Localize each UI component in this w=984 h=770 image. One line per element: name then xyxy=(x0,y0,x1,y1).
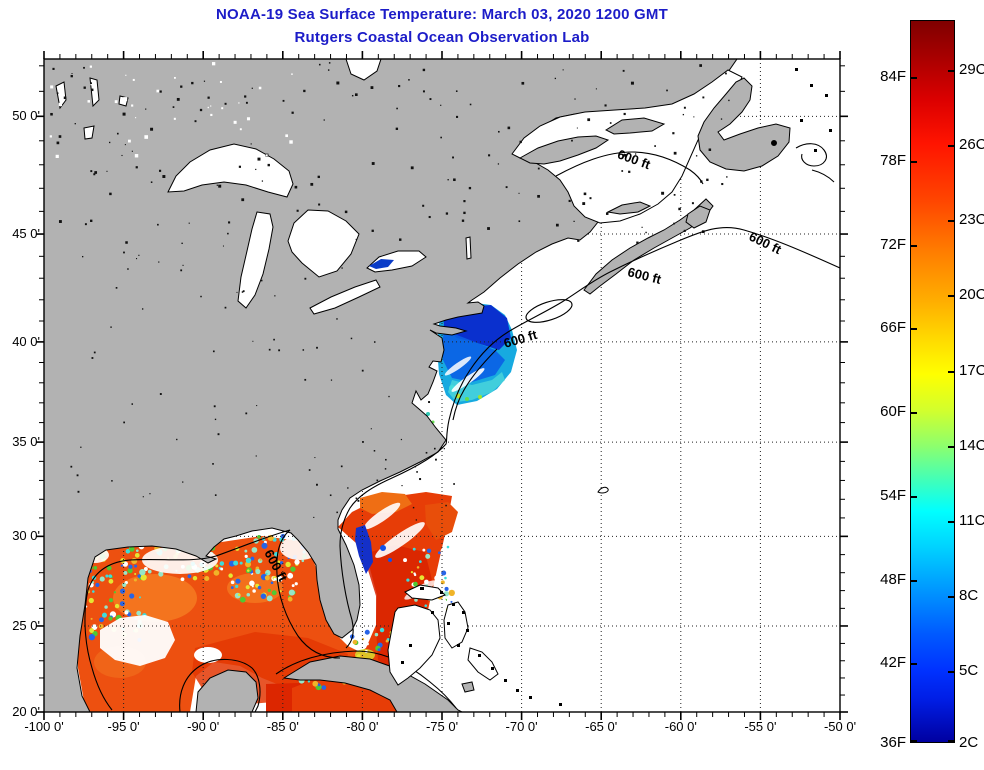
x-tick-label: -70 0' xyxy=(505,719,538,734)
colorbar-tick xyxy=(911,160,917,163)
lake-champlain xyxy=(465,236,472,260)
bermuda xyxy=(597,486,609,494)
colorbar-fahrenheit-label: 78F xyxy=(880,151,906,169)
yucatan xyxy=(195,669,259,712)
colorbar-fahrenheit-label: 72F xyxy=(880,235,906,253)
x-tick-label: -65 0' xyxy=(585,719,618,734)
y-tick-label: 20 0' xyxy=(12,704,40,719)
colorbar-tick xyxy=(911,495,917,498)
colorbar-tick xyxy=(911,411,917,414)
x-tick-label: -55 0' xyxy=(744,719,777,734)
colorbar-tick xyxy=(948,69,954,72)
y-tick-label: 45 0' xyxy=(12,226,40,242)
nova-scotia xyxy=(583,198,714,295)
x-tick-label: -80 0' xyxy=(346,719,379,734)
x-tick-label: -75 0' xyxy=(425,719,459,734)
island-specks xyxy=(401,68,832,706)
colorbar-tick xyxy=(948,145,954,148)
isobath-contours xyxy=(84,143,840,712)
colorbar-celsius-label: 29C xyxy=(959,60,984,78)
james-bay xyxy=(345,59,382,81)
colorbar-tick xyxy=(948,370,954,373)
colorbar-tick xyxy=(948,596,954,599)
page-subtitle: Rutgers Coastal Ocean Observation Lab xyxy=(294,29,590,46)
colorbar-celsius-label: 14C xyxy=(959,436,984,454)
anticosti-island xyxy=(604,117,666,135)
x-tick-label: -100 0' xyxy=(24,719,64,734)
colorbar-tick xyxy=(911,327,917,330)
lake-erie xyxy=(309,279,381,315)
colorbar-celsius-label: 5C xyxy=(959,662,979,680)
lakes xyxy=(55,59,472,315)
y-tick-label: 25 0' xyxy=(12,617,40,633)
colorbar-celsius-label: 2C xyxy=(959,734,979,751)
colorbar-celsius-label: 26C xyxy=(959,136,984,154)
y-tick-label: 40 0' xyxy=(12,333,40,349)
colorbar-fahrenheit-label: 42F xyxy=(880,654,906,672)
x-tick-label: -95 0' xyxy=(107,719,140,734)
lake-huron xyxy=(287,209,360,278)
y-tick-label: 35 0' xyxy=(12,434,40,450)
y-tick-label: 30 0' xyxy=(12,528,40,544)
colorbar-fahrenheit-label: 60F xyxy=(880,402,906,420)
colorbar-fahrenheit-label: 66F xyxy=(880,318,906,336)
colorbar-tick xyxy=(948,445,954,448)
colorbar-tick xyxy=(948,740,954,743)
cape-breton xyxy=(685,205,711,229)
colorbar-tick xyxy=(911,740,917,743)
x-tick-label: -85 0' xyxy=(266,719,299,734)
small-lakes-speckle xyxy=(49,62,730,521)
prince-edward-island xyxy=(606,201,652,215)
lake-ontario-sst-patch xyxy=(369,259,394,269)
colorbar-tick xyxy=(911,579,917,582)
colorbar-celsius-label: 23C xyxy=(959,211,984,229)
colorbar-celsius-label: 20C xyxy=(959,286,984,304)
axis-ticks xyxy=(36,51,848,720)
colorbar-fahrenheit-label: 48F xyxy=(880,570,906,588)
lake-michigan xyxy=(237,211,274,309)
colorbar-celsius-label: 11C xyxy=(959,512,984,530)
colorbar-tick xyxy=(948,295,954,298)
cloud-patch xyxy=(100,615,175,666)
colorbar-fahrenheit-label: 54F xyxy=(880,486,906,504)
x-tick-label: -90 0' xyxy=(187,719,220,734)
colorbar-celsius-label: 8C xyxy=(959,587,979,605)
x-tick-label: -50 0' xyxy=(823,719,857,734)
temperature-colorbar xyxy=(910,20,955,743)
page-title: NOAA-19 Sea Surface Temperature: March 0… xyxy=(216,6,668,23)
colorbar-celsius-label: 17C xyxy=(959,361,984,379)
great-inagua xyxy=(461,681,475,693)
lake-superior xyxy=(167,143,294,198)
colorbar-tick xyxy=(948,521,954,524)
x-tick-label: -60 0' xyxy=(664,719,697,734)
colorbar-tick xyxy=(911,77,917,80)
cold-coastal-streak xyxy=(355,525,373,574)
colorbar-tick xyxy=(911,663,917,666)
cuba xyxy=(282,655,463,712)
newfoundland xyxy=(697,77,791,172)
gaspe-peninsula xyxy=(518,135,610,165)
colorbar-fahrenheit-label: 36F xyxy=(880,734,906,751)
colorbar-tick xyxy=(948,220,954,223)
colorbar-tick xyxy=(948,671,954,674)
colorbar-tick xyxy=(911,244,917,247)
y-tick-label: 50 0' xyxy=(12,108,40,124)
colorbar-fahrenheit-label: 84F xyxy=(880,68,906,86)
